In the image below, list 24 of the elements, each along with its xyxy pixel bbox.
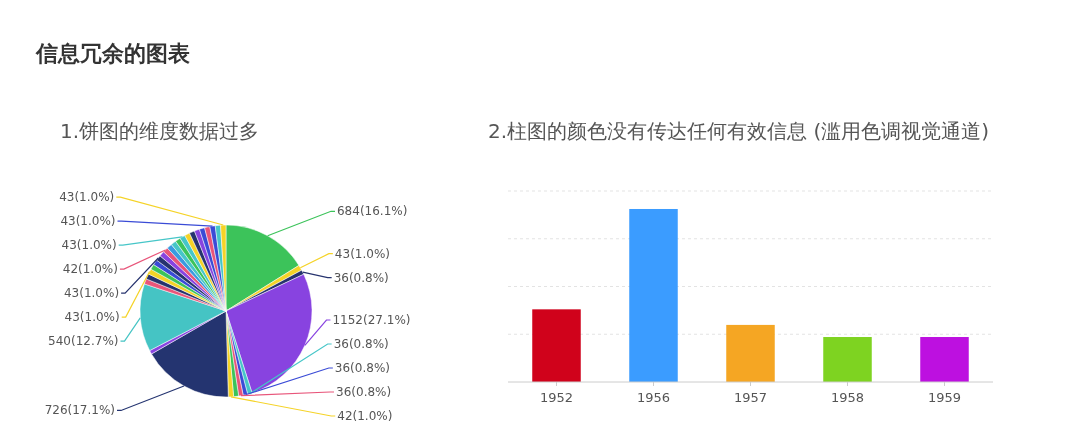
chart-title: 2.柱图的颜色没有传达任何有效信息 (滥用色调视觉通道) bbox=[488, 119, 990, 143]
data-label: 1152(27.1%) bbox=[332, 313, 411, 327]
data-label: 684(16.1%) bbox=[336, 204, 408, 219]
data-label: 540(12.7%) bbox=[48, 334, 119, 349]
x-tick-label: 1957 bbox=[733, 390, 768, 405]
data-label: 43(1.0%) bbox=[61, 238, 117, 253]
x-tick-label: 1958 bbox=[830, 390, 865, 405]
data-label: 43(1.0%) bbox=[59, 190, 115, 205]
data-label: 726(17.1%) bbox=[44, 403, 116, 418]
data-label: 43(1.0%) bbox=[64, 310, 120, 325]
data-label: 36(0.8%) bbox=[334, 361, 390, 375]
data-label: 36(0.8%) bbox=[336, 385, 392, 399]
data-label: 36(0.8%) bbox=[333, 270, 389, 285]
x-tick-label: 1959 bbox=[927, 390, 962, 405]
data-label: 36(0.8%) bbox=[333, 337, 389, 351]
data-label: 43(1.0%) bbox=[63, 286, 120, 301]
text: 信息冗余的图表 bbox=[35, 41, 190, 66]
x-tick-label: 1956 bbox=[636, 390, 671, 405]
data-label: 43(1.0%) bbox=[60, 214, 116, 229]
x-tick-label: 1952 bbox=[539, 390, 574, 405]
data-label: 42(1.0%) bbox=[337, 409, 393, 423]
data-label: 43(1.0%) bbox=[334, 246, 390, 261]
data-label: 42(1.0%) bbox=[62, 262, 118, 277]
chart-title: 1.饼图的维度数据过多 bbox=[60, 119, 260, 143]
